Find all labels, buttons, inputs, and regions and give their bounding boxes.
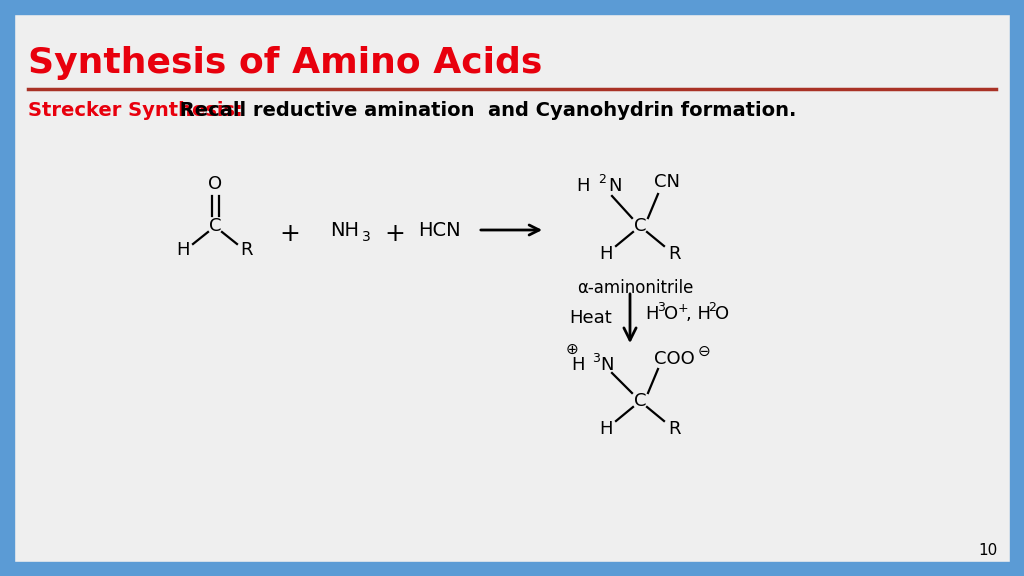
Text: H: H (577, 177, 590, 195)
Text: 2: 2 (598, 173, 606, 186)
Text: H: H (599, 245, 612, 263)
Text: Strecker Synthesis:: Strecker Synthesis: (28, 101, 243, 120)
Bar (1010, 0, 1024, 576)
Text: Synthesis of Amino Acids: Synthesis of Amino Acids (28, 46, 543, 80)
Text: Heat: Heat (569, 309, 612, 327)
Text: C: C (209, 217, 221, 235)
Text: N: N (600, 356, 613, 374)
Text: N: N (608, 177, 622, 195)
Text: CN: CN (654, 173, 680, 191)
Text: +: + (678, 301, 688, 314)
Text: C: C (634, 217, 646, 235)
Text: HCN: HCN (418, 221, 461, 240)
Text: 3: 3 (592, 352, 600, 365)
Text: O: O (715, 305, 729, 323)
Text: C: C (634, 392, 646, 410)
Text: +: + (280, 222, 300, 246)
Text: R: R (241, 241, 253, 259)
Bar (0, 0, 14, 576)
Bar (0, 0, 1024, 14)
Text: ⊕: ⊕ (565, 342, 579, 357)
Text: H: H (571, 356, 585, 374)
Text: O: O (664, 305, 678, 323)
Text: H: H (599, 420, 612, 438)
Text: H: H (176, 241, 189, 259)
Text: COO: COO (654, 350, 694, 368)
Text: α-aminonitrile: α-aminonitrile (577, 279, 693, 297)
Text: 3: 3 (657, 301, 665, 314)
Text: 3: 3 (362, 230, 371, 244)
Text: NH: NH (330, 221, 359, 240)
Bar (0, 562, 1024, 576)
Text: R: R (668, 245, 680, 263)
Text: R: R (668, 420, 680, 438)
Text: Recall reductive amination  and Cyanohydrin formation.: Recall reductive amination and Cyanohydr… (173, 101, 797, 120)
Text: O: O (208, 175, 222, 193)
Text: H: H (645, 305, 658, 323)
Text: 10: 10 (979, 543, 998, 558)
Text: 2: 2 (708, 301, 716, 314)
Text: , H: , H (686, 305, 711, 323)
Text: ⊖: ⊖ (697, 343, 711, 358)
Text: +: + (385, 222, 406, 246)
